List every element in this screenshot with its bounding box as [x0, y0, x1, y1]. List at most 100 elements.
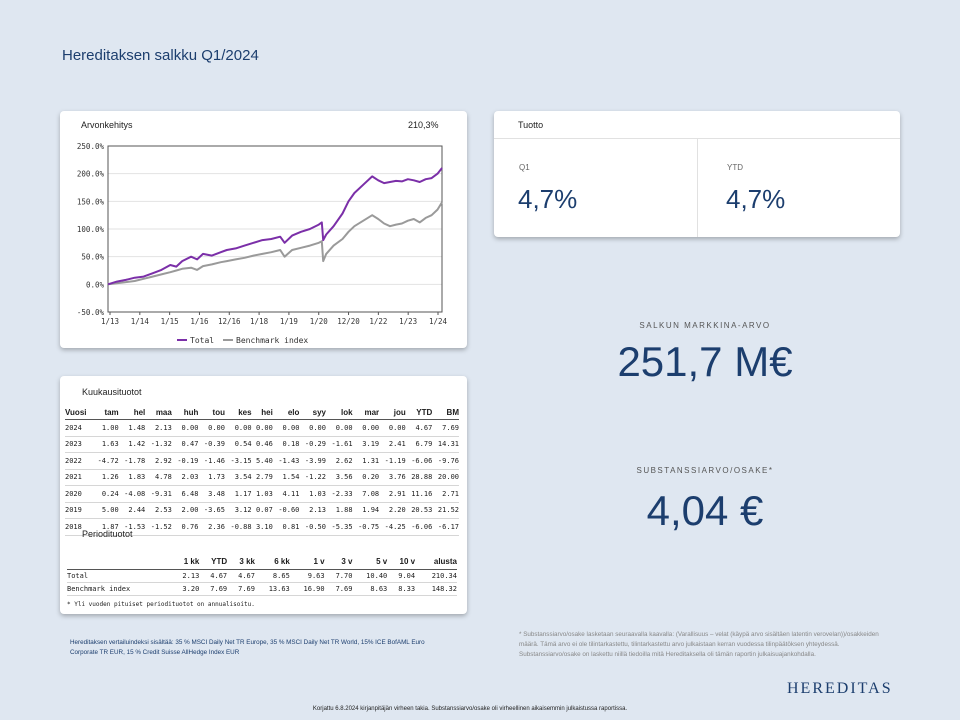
monthly-header-cell: mar — [352, 408, 380, 420]
monthly-row: 2022 -4.72 -1.78 2.92 -0.19 -1.46 -3.15 5.40 -1.… — [65, 452, 459, 470]
monthly-cell: 1.31 — [352, 452, 380, 470]
x-tick-label: 1/23 — [399, 317, 417, 326]
monthly-cell: 4.67 — [405, 419, 433, 437]
monthly-row: 2018 1.87 -1.53 -1.52 0.76 2.36 -0.88 3.10 0.81-… — [65, 518, 459, 536]
period-cell: 16.90 — [289, 582, 325, 596]
monthly-cell: 1.87 — [92, 518, 119, 536]
monthly-header-cell: syy — [299, 408, 326, 420]
monthly-cell: 2.92 — [145, 452, 172, 470]
monthly-header-cell: maa — [145, 408, 172, 420]
period-cell: Benchmark index — [67, 582, 172, 596]
x-tick-label: 1/14 — [131, 317, 150, 326]
period-header-cell: alusta — [415, 557, 457, 570]
monthly-cell: 0.00 — [352, 419, 380, 437]
period-returns-title: Periodituotot — [82, 529, 133, 539]
y-tick-label: 150.0% — [77, 197, 105, 206]
market-value-label: SALKUN MARKKINA-ARVO — [639, 321, 771, 330]
monthly-cell: 1.73 — [198, 469, 225, 486]
monthly-cell: 3.56 — [325, 469, 353, 486]
y-tick-label: 200.0% — [77, 170, 105, 179]
monthly-cell: 20.00 — [432, 469, 459, 486]
monthly-cell: 0.24 — [92, 485, 119, 503]
period-header-cell — [67, 557, 172, 570]
monthly-header-cell: huh — [171, 408, 199, 420]
monthly-cell: 5.00 — [92, 502, 119, 519]
monthly-cell: 2.13 — [145, 419, 172, 437]
monthly-cell: 3.12 — [224, 502, 252, 519]
monthly-cell: 4.11 — [272, 485, 300, 503]
period-cell: 3.20 — [171, 582, 200, 596]
x-tick-label: 1/24 — [429, 317, 448, 326]
series-line-benchmark-index — [107, 201, 443, 286]
monthly-cell: -1.52 — [145, 518, 172, 536]
return-q1-value: 4,7% — [518, 184, 578, 214]
monthly-cell: -6.06 — [405, 452, 433, 470]
monthly-header-cell: BM — [432, 408, 459, 420]
monthly-cell: -1.19 — [379, 452, 406, 470]
monthly-row: 2019 5.00 2.44 2.53 2.00 -3.65 3.12 0.07 -0.60 2.… — [65, 502, 459, 519]
monthly-cell: -0.29 — [299, 436, 326, 453]
period-cell: 7.69 — [324, 582, 353, 596]
plot-frame — [107, 145, 443, 313]
monthly-cell: -1.61 — [325, 436, 353, 453]
legend-label: Benchmark index — [236, 336, 308, 345]
x-tick-label: 1/18 — [250, 317, 269, 326]
monthly-cell: -3.99 — [299, 452, 326, 470]
period-cell: 8.65 — [254, 569, 290, 583]
monthly-cell: -1.32 — [145, 436, 172, 453]
monthly-cell: -9.31 — [145, 485, 172, 503]
monthly-cell: -1.43 — [272, 452, 300, 470]
monthly-cell: 6.79 — [405, 436, 433, 453]
monthly-cell: 1.17 — [224, 485, 252, 503]
period-cell: 7.69 — [227, 582, 255, 596]
monthly-cell: 2022 — [65, 452, 93, 470]
monthly-header-cell: elo — [272, 408, 300, 420]
monthly-cell: 20.53 — [405, 502, 433, 519]
x-tick-label: 1/13 — [101, 317, 119, 326]
monthly-cell: 0.54 — [224, 436, 252, 453]
monthly-cell: 1.00 — [92, 419, 119, 437]
monthly-cell: 1.03 — [299, 485, 326, 503]
monthly-cell: 28.88 — [405, 469, 433, 486]
monthly-cell: 2.53 — [145, 502, 172, 519]
monthly-cell: 0.00 — [299, 419, 326, 437]
monthly-cell: 0.00 — [272, 419, 300, 437]
monthly-cell: 0.07 — [251, 502, 273, 519]
period-cell: 7.70 — [324, 569, 353, 583]
monthly-cell: 1.94 — [352, 502, 380, 519]
monthly-cell: 2018 — [65, 518, 93, 536]
period-cell: Total — [67, 569, 172, 583]
monthly-cell: 2021 — [65, 469, 93, 486]
monthly-cell: 2.44 — [118, 502, 146, 519]
monthly-cell: -6.17 — [432, 518, 459, 536]
y-tick-label: 250.0% — [77, 142, 105, 151]
period-cell: 4.67 — [199, 569, 228, 583]
monthly-cell: 0.20 — [352, 469, 380, 486]
monthly-cell: -3.15 — [224, 452, 252, 470]
monthly-cell: 7.69 — [432, 419, 459, 437]
correction-note: Korjattu 6.8.2024 kirjanpitäjän virheen … — [312, 706, 628, 712]
monthly-cell: -4.25 — [379, 518, 406, 536]
monthly-cell: 3.10 — [251, 518, 273, 536]
x-tick-label: 1/15 — [161, 317, 179, 326]
monthly-header-cell: Vuosi — [65, 408, 93, 420]
monthly-header-cell: jou — [379, 408, 406, 420]
monthly-cell: -1.22 — [299, 469, 326, 486]
monthly-cell: 2.03 — [171, 469, 199, 486]
x-tick-label: 1/22 — [369, 317, 387, 326]
monthly-header-cell: hel — [118, 408, 146, 420]
period-header-cell: 6 kk — [254, 557, 290, 570]
return-card: Tuotto Q1 4,7% YTD 4,7% — [494, 111, 900, 237]
monthly-cell: 1.03 — [251, 485, 273, 503]
period-header-cell: 1 v — [289, 557, 325, 570]
page-title: Hereditaksen salkku Q1/2024 — [62, 47, 259, 64]
monthly-cell: 1.54 — [272, 469, 300, 486]
monthly-cell: 2019 — [65, 502, 93, 519]
nav-footnote: * Substanssiarvo/osake lasketaan seuraav… — [519, 631, 879, 658]
monthly-cell: 11.16 — [405, 485, 433, 503]
monthly-row: 2020 0.24 -4.08 -9.31 6.48 3.48 1.17 1.03 4.11 1.… — [65, 485, 459, 503]
value-development-title: Arvonkehitys — [81, 120, 133, 130]
period-row: Benchmark index 3.20 7.69 7.69 13.63 16.90 7.6… — [67, 582, 457, 596]
period-cell: 13.63 — [254, 582, 290, 596]
